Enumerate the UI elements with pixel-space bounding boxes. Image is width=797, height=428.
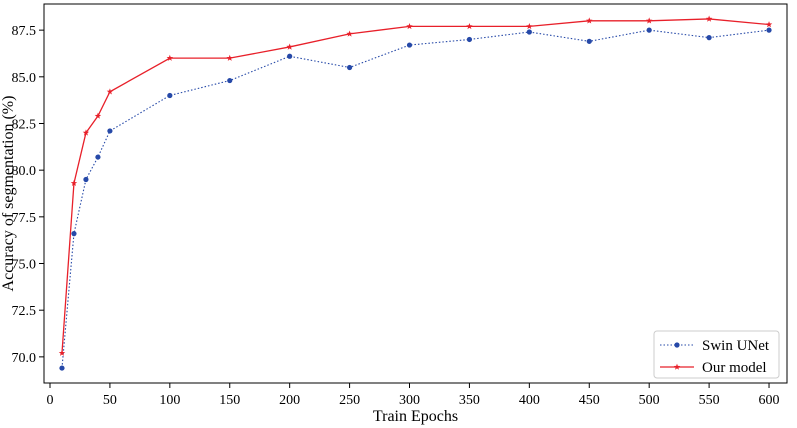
- data-point: [526, 29, 532, 35]
- x-tick-label: 250: [339, 393, 360, 408]
- y-tick-label: 70.0: [12, 351, 37, 366]
- data-point: [106, 88, 114, 95]
- y-axis-label: Accuracy of segmentation (%): [0, 96, 17, 292]
- data-point: [167, 92, 173, 99]
- legend-marker: [674, 342, 680, 348]
- data-point: [526, 23, 533, 30]
- data-point: [406, 42, 413, 48]
- data-point: [645, 17, 653, 24]
- legend-box: [653, 330, 780, 379]
- data-point: [586, 38, 592, 44]
- x-tick-label: 100: [159, 393, 180, 408]
- y-tick-label: 82.5: [12, 117, 37, 132]
- y-axis: 70.0 72.5 75.0 77.5 80.0 82.5 85.0 87.5: [12, 24, 44, 366]
- series-swin-unet: [59, 27, 772, 371]
- x-tick-label: 0: [46, 393, 53, 408]
- x-tick-label: 450: [579, 393, 600, 408]
- legend: Swin UNet Our model: [653, 330, 780, 379]
- x-tick-label: 500: [639, 393, 660, 408]
- legend-marker: [673, 363, 681, 370]
- data-point: [226, 54, 233, 61]
- data-point: [287, 53, 293, 59]
- y-tick-label: 72.5: [12, 304, 37, 319]
- legend-entry: Swin UNet: [702, 338, 770, 354]
- data-point: [166, 54, 174, 61]
- data-point: [765, 21, 773, 28]
- x-axis-label: Train Epochs: [373, 408, 458, 425]
- data-point: [466, 36, 473, 43]
- x-tick-label: 350: [459, 393, 480, 408]
- data-point: [646, 27, 652, 33]
- x-tick-label: 400: [519, 393, 540, 408]
- plot-frame: [43, 3, 788, 384]
- x-tick-label: 50: [103, 393, 117, 408]
- data-point: [58, 349, 66, 356]
- data-point: [766, 27, 772, 33]
- y-tick-label: 75.0: [12, 258, 37, 273]
- data-point: [107, 128, 113, 134]
- x-tick-label: 300: [399, 393, 420, 408]
- x-tick-label: 550: [699, 393, 720, 408]
- series-line: [61, 29, 770, 369]
- data-point: [346, 64, 353, 71]
- legend-entry: Our model: [702, 360, 767, 376]
- x-tick-label: 200: [279, 393, 300, 408]
- y-tick-label: 77.5: [12, 211, 37, 226]
- series-layer: [58, 15, 773, 371]
- y-tick-label: 80.0: [12, 164, 37, 179]
- data-point: [94, 112, 102, 119]
- x-tick-label: 600: [759, 393, 780, 408]
- series-line: [61, 18, 770, 354]
- data-point: [586, 17, 593, 24]
- data-point: [227, 77, 233, 84]
- data-point: [705, 15, 713, 22]
- data-point: [83, 176, 89, 183]
- data-point: [706, 35, 712, 41]
- y-tick-label: 85.0: [12, 71, 37, 86]
- data-point: [82, 129, 90, 136]
- data-point: [346, 30, 353, 37]
- series-our-model: [58, 15, 773, 356]
- y-tick-label: 87.5: [12, 24, 37, 39]
- data-point: [71, 231, 77, 237]
- data-point: [406, 23, 413, 30]
- data-point: [286, 43, 293, 50]
- data-point: [466, 23, 473, 30]
- data-point: [59, 365, 65, 371]
- data-point: [95, 154, 101, 160]
- data-point: [70, 179, 78, 186]
- plot-border: [43, 3, 788, 384]
- x-tick-label: 150: [219, 393, 240, 408]
- x-axis: 0 50 100 150 200 250 300 350 400 450 500 550 600: [46, 383, 780, 408]
